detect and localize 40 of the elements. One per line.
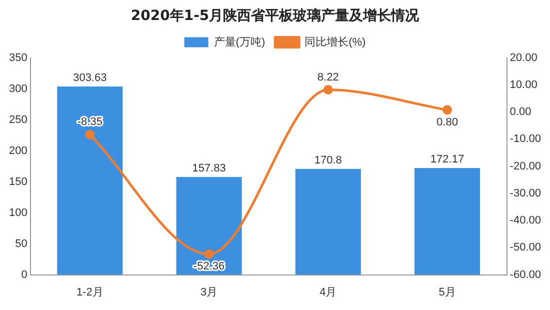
- y2-tick-label: 10.00: [510, 78, 538, 91]
- y-tick-label: 250: [8, 114, 28, 126]
- point: [442, 105, 452, 115]
- y-tick-label: 0: [21, 268, 28, 281]
- bar: [176, 176, 242, 275]
- x-tick-label: 4月: [320, 286, 337, 298]
- point: [204, 249, 214, 259]
- data-label: 8.22: [317, 71, 339, 84]
- data-label: 170.8: [314, 154, 342, 166]
- point: [85, 130, 95, 140]
- y-tick-label: 100: [8, 206, 28, 219]
- point: [323, 85, 333, 95]
- x-tick-label: 3月: [200, 286, 218, 298]
- data-label: -8.35: [77, 116, 102, 128]
- y2-tick-label: -10.00: [510, 133, 542, 146]
- bar: [57, 86, 123, 275]
- y-tick-label: 300: [8, 82, 28, 95]
- y2-tick-label: -60.00: [510, 268, 542, 281]
- y-tick-label: 350: [8, 52, 28, 64]
- data-label: -52.36: [193, 260, 225, 273]
- y2-tick-label: -50.00: [510, 242, 542, 254]
- data-label: 0.80: [436, 116, 458, 128]
- data-label: 172.17: [430, 154, 464, 166]
- y2-tick-label: 0.00: [510, 106, 532, 118]
- y-tick-label: 150: [8, 176, 28, 188]
- y2-tick-label: 20.00: [510, 52, 538, 64]
- data-label: 303.63: [73, 72, 107, 84]
- x-tick-label: 1-2月: [76, 286, 104, 298]
- y-tick-label: 50: [15, 238, 28, 250]
- y2-tick-label: -40.00: [510, 214, 542, 227]
- x-tick-label: 5月: [438, 286, 456, 298]
- legend-label: 同比增长(%): [304, 35, 366, 48]
- bar: [295, 168, 361, 275]
- bar: [414, 168, 480, 275]
- data-label: 157.83: [192, 162, 226, 174]
- legend-label: 产量(万吨): [214, 35, 266, 48]
- y2-tick-label: -30.00: [510, 187, 542, 200]
- y2-tick-label: -20.00: [510, 160, 542, 172]
- y-tick-label: 200: [8, 144, 28, 157]
- chart-title: 2020年1-5月陕西省平板玻璃产量及增长情况: [130, 7, 420, 24]
